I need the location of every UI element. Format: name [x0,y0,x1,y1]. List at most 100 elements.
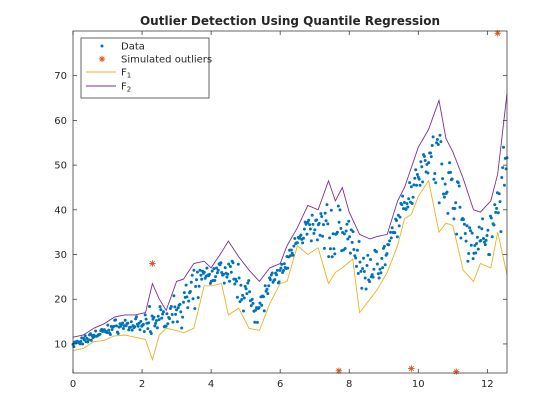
data-point [310,213,314,217]
data-point [247,279,251,283]
data-point [348,251,352,255]
data-point [182,300,185,304]
data-point [490,235,494,239]
data-point [87,338,91,342]
data-point [141,322,145,326]
series-line-f1 [72,179,508,362]
data-point [292,244,296,248]
data-point [282,269,285,272]
data-point [231,261,235,265]
data-point [160,316,164,320]
data-point [466,259,470,263]
data-point [409,185,413,189]
data-point [165,312,169,316]
data-point [245,292,249,296]
data-point [362,256,365,260]
data-point [390,226,394,230]
data-point [156,314,160,318]
data-point [486,228,490,232]
data-point [164,324,168,328]
data-point [114,318,118,322]
data-point [370,273,374,277]
data-point [238,300,242,304]
data-point [345,222,349,226]
data-point [432,177,436,181]
data-point [417,177,421,181]
legend-f2-label: F2 [121,82,131,94]
data-point [243,284,247,288]
data-point [229,270,233,274]
data-point [324,219,328,223]
data-point [190,273,194,277]
data-point [412,183,416,187]
data-point [178,302,182,306]
data-point [263,284,267,288]
data-point [107,328,111,332]
data-point [479,239,483,242]
data-point [336,204,340,208]
legend-data-label: Data [121,42,145,53]
data-point [497,192,501,196]
data-point [415,183,418,187]
data-point [422,154,426,158]
data-point [278,268,282,272]
data-point [311,222,315,226]
outlier-point [149,260,156,267]
data-point [489,216,493,220]
legend-outlier-marker [98,55,106,63]
data-point [423,159,427,162]
data-point [315,238,319,242]
data-point [265,287,269,291]
data-point [351,230,355,234]
data-point [498,200,502,204]
data-point [462,222,466,226]
y-tick-label: 70 [54,71,67,82]
data-point [359,269,363,273]
data-point [439,140,443,144]
data-point [458,205,462,209]
data-point [212,267,216,271]
chart-title: Outlier Detection Using Quantile Regress… [140,14,440,28]
x-tick-label: 6 [277,379,283,390]
data-point [448,161,452,165]
data-point [123,318,127,322]
data-point [352,248,356,251]
data-point [427,161,431,165]
data-point [371,275,375,279]
data-point [346,237,350,241]
data-point [154,321,158,325]
data-point [328,247,332,251]
data-point [475,235,479,239]
x-tick-label: 10 [412,379,425,390]
data-point [318,233,322,237]
data-point [136,324,140,328]
data-point [442,192,445,196]
data-point [200,277,204,281]
data-point [288,254,292,258]
data-point [110,328,114,331]
data-point [438,133,442,137]
data-point [450,177,454,181]
data-point [302,227,306,231]
data-point [323,211,327,215]
data-point [193,307,197,311]
data-point [173,305,177,309]
x-tick-label: 2 [139,379,145,390]
data-point [171,320,175,324]
data-point [236,262,240,266]
data-point [464,239,468,243]
data-point [78,342,82,346]
data-point [454,201,458,205]
data-point [366,253,370,257]
data-point [483,243,487,247]
data-point [309,239,313,243]
data-point [235,279,238,283]
data-point [129,320,133,324]
data-point [286,266,290,270]
data-point [406,205,410,209]
data-point [280,262,284,266]
data-point [143,313,147,317]
data-point [216,268,220,272]
data-point [375,262,379,266]
